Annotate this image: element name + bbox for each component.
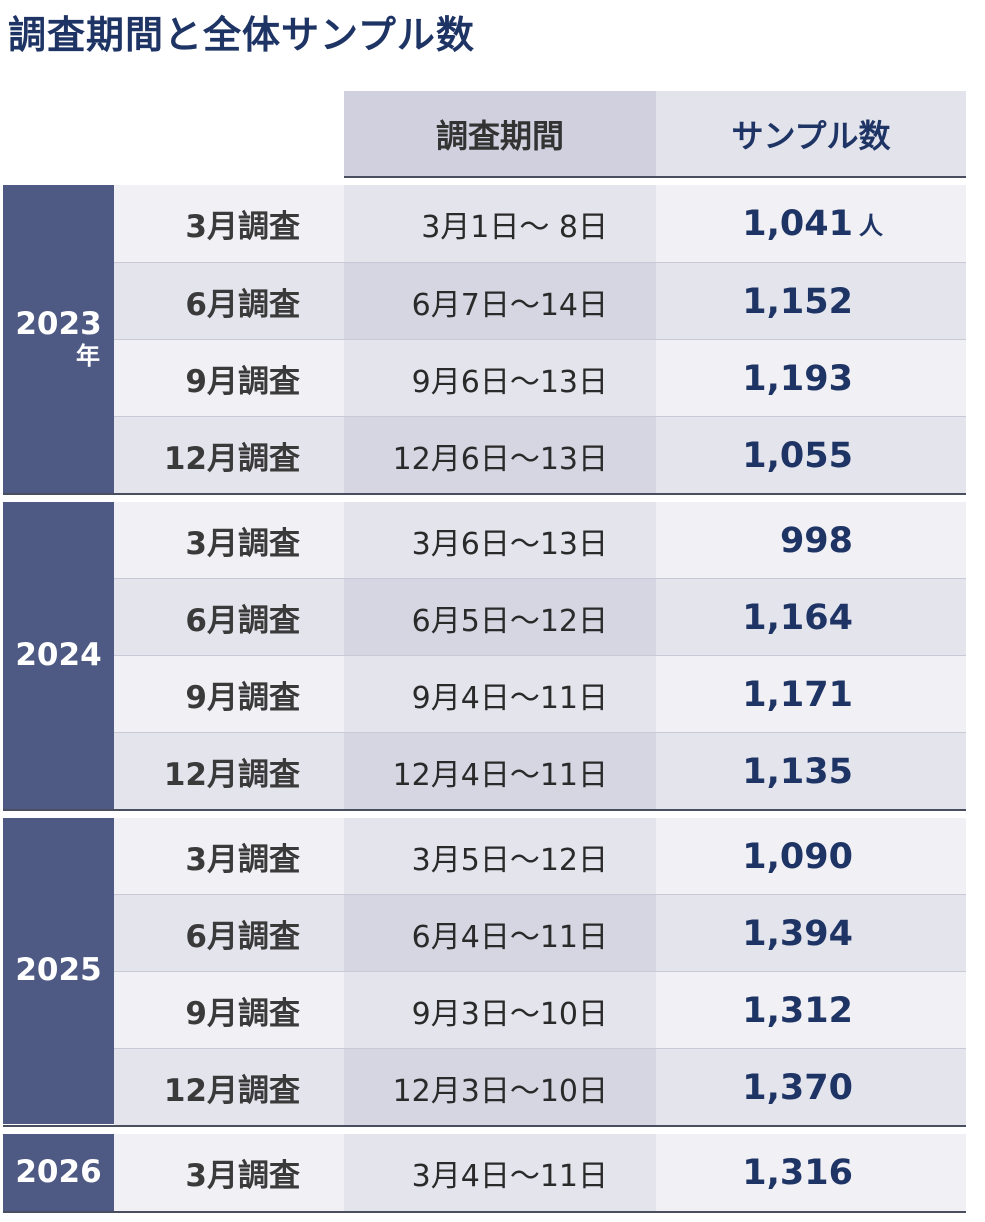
sample-count: 998: [779, 520, 853, 561]
survey-name: 9月調査: [114, 972, 344, 1049]
survey-name: 6月調査: [114, 579, 344, 656]
table-row: 9月調査 9月3日～10日 1,312: [114, 972, 966, 1049]
header-sample-count: サンプル数: [656, 91, 966, 176]
survey-name: 3月調査: [114, 502, 344, 579]
sample-count: 1,370: [742, 1067, 853, 1108]
table-row: 3月調査 3月4日～11日 1,316: [114, 1134, 966, 1211]
sample-count: 1,041: [742, 203, 853, 244]
row-divider: [114, 578, 966, 579]
sample-count: 1,164: [742, 597, 853, 638]
sample-count: 1,193: [742, 358, 853, 399]
table-row: 9月調査 9月6日～13日 1,193: [114, 340, 966, 417]
survey-name: 6月調査: [114, 263, 344, 340]
sample-count-cell: 1,394: [656, 895, 966, 972]
page-title: 調査期間と全体サンプル数: [8, 13, 475, 57]
survey-period: 3月1日～ 8日: [344, 185, 656, 262]
survey-period: 9月6日～13日: [344, 340, 656, 417]
table-row: 12月調査 12月4日～11日 1,135: [114, 733, 966, 810]
table-row: 6月調査 6月4日～11日 1,394: [114, 895, 966, 972]
survey-period: 3月5日～12日: [344, 818, 656, 895]
sample-count-cell: 1,316: [656, 1134, 966, 1211]
sample-count-cell: 998: [656, 502, 966, 579]
table-row: 6月調査 6月5日～12日 1,164: [114, 579, 966, 656]
year-label: 2026: [15, 1153, 102, 1190]
table-row: 3月調査 3月1日～ 8日 1,041 人: [114, 185, 966, 262]
row-divider: [114, 971, 966, 972]
row-divider: [114, 262, 966, 263]
survey-period: 9月4日～11日: [344, 656, 656, 733]
survey-period: 12月4日～11日: [344, 733, 656, 810]
group-divider: [3, 493, 966, 495]
sample-count: 1,152: [742, 281, 853, 322]
survey-period: 12月6日～13日: [344, 417, 656, 494]
survey-name: 12月調査: [114, 417, 344, 494]
survey-period: 12月3日～10日: [344, 1049, 656, 1126]
survey-period: 6月7日～14日: [344, 263, 656, 340]
sample-count: 1,316: [742, 1152, 853, 1193]
sample-count: 1,055: [742, 435, 853, 476]
sample-count: 1,394: [742, 913, 853, 954]
sample-count-cell: 1,135: [656, 733, 966, 810]
survey-name: 9月調査: [114, 656, 344, 733]
survey-name: 9月調査: [114, 340, 344, 417]
survey-period: 3月6日～13日: [344, 502, 656, 579]
survey-name: 6月調査: [114, 895, 344, 972]
sample-count-cell: 1,312: [656, 972, 966, 1049]
year-cell-2023: 2023 年: [3, 185, 114, 493]
sample-count: 1,312: [742, 990, 853, 1031]
header-divider: [344, 176, 966, 178]
table-row: 12月調査 12月3日～10日 1,370: [114, 1049, 966, 1126]
row-divider: [114, 655, 966, 656]
sample-count: 1,090: [742, 836, 853, 877]
survey-period: 6月5日～12日: [344, 579, 656, 656]
sample-count-cell: 1,090: [656, 818, 966, 895]
sample-count-cell: 1,164: [656, 579, 966, 656]
year-label: 2025: [15, 952, 102, 989]
sample-count-cell: 1,152: [656, 263, 966, 340]
sample-count-cell: 1,370: [656, 1049, 966, 1126]
survey-name: 3月調査: [114, 1134, 344, 1211]
sample-count-cell: 1,193: [656, 340, 966, 417]
survey-name: 12月調査: [114, 1049, 344, 1126]
sample-count-cell: 1,041 人: [656, 185, 966, 262]
row-divider: [114, 1048, 966, 1049]
year-suffix: 年: [76, 342, 100, 371]
survey-name: 3月調査: [114, 818, 344, 895]
year-label: 2024: [15, 636, 102, 673]
group-divider: [3, 1211, 966, 1213]
group-divider: [3, 1125, 966, 1127]
sample-count-cell: 1,055: [656, 417, 966, 494]
table-row: 3月調査 3月5日～12日 1,090: [114, 818, 966, 895]
year-cell-2026: 2026: [3, 1134, 114, 1211]
year-cell-2025: 2025: [3, 818, 114, 1124]
survey-period: 9月3日～10日: [344, 972, 656, 1049]
row-divider: [114, 339, 966, 340]
table-row: 3月調査 3月6日～13日 998: [114, 502, 966, 579]
sample-count: 1,135: [742, 751, 853, 792]
row-divider: [114, 732, 966, 733]
row-divider: [114, 894, 966, 895]
group-divider: [3, 809, 966, 811]
year-label: 2023: [15, 306, 102, 343]
sample-count: 1,171: [742, 674, 853, 715]
year-cell-2024: 2024: [3, 502, 114, 809]
table-row: 6月調査 6月7日～14日 1,152: [114, 263, 966, 340]
survey-period: 3月4日～11日: [344, 1134, 656, 1211]
survey-name: 12月調査: [114, 733, 344, 810]
table-row: 9月調査 9月4日～11日 1,171: [114, 656, 966, 733]
survey-period: 6月4日～11日: [344, 895, 656, 972]
sample-count-cell: 1,171: [656, 656, 966, 733]
row-divider: [114, 416, 966, 417]
table-row: 12月調査 12月6日～13日 1,055: [114, 417, 966, 494]
unit-label: 人: [859, 212, 883, 240]
header-survey-period: 調査期間: [344, 91, 656, 176]
survey-name: 3月調査: [114, 185, 344, 262]
